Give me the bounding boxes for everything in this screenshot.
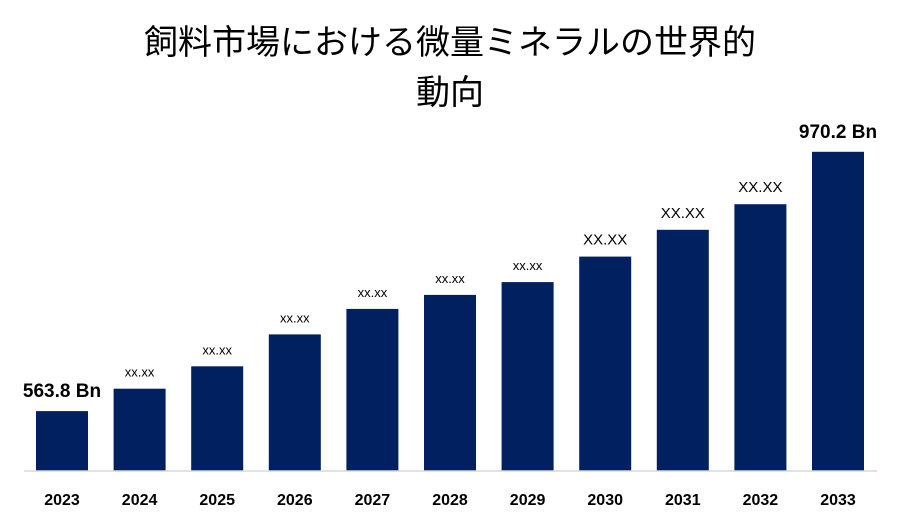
data-label-2023: 563.8 Bn xyxy=(23,381,101,402)
bar-2033 xyxy=(812,151,864,472)
bars-group xyxy=(36,151,864,472)
data-label-2029: xx.xx xyxy=(513,258,543,273)
x-tick-2025: 2025 xyxy=(199,492,235,509)
bar-2032 xyxy=(734,204,787,471)
bar-2026 xyxy=(268,334,321,471)
data-labels-group: 563.8 Bn xx.xx xx.xx xx.xx xx.xx xx.xx xx.xx XX… xyxy=(23,122,877,402)
x-tick-2028: 2028 xyxy=(432,492,468,509)
x-tick-2032: 2032 xyxy=(743,492,779,509)
bar-2025 xyxy=(191,366,244,471)
bar-2023 xyxy=(36,411,88,471)
x-tick-2024: 2024 xyxy=(122,492,158,509)
data-label-2024: xx.xx xyxy=(125,365,155,380)
x-tick-2026: 2026 xyxy=(277,492,313,509)
bar-2027 xyxy=(346,308,399,471)
x-tick-2030: 2030 xyxy=(587,492,623,509)
data-label-2028: xx.xx xyxy=(435,271,465,286)
chart-title: 飼料市場における微量ミネラルの世界的 動向 xyxy=(0,18,900,118)
bar-2024 xyxy=(113,388,166,471)
data-label-2030: XX.XX xyxy=(583,232,627,249)
x-tick-2027: 2027 xyxy=(355,492,391,509)
x-tick-2029: 2029 xyxy=(510,492,546,509)
x-tick-labels-group: 2023 2024 2025 2026 2027 2028 2029 2030 2031 2032… xyxy=(44,492,856,509)
data-label-2025: xx.xx xyxy=(202,342,232,357)
x-tick-2033: 2033 xyxy=(820,492,856,509)
bar-2030 xyxy=(579,256,632,471)
chart-title-line-2: 動向 xyxy=(416,73,484,113)
data-label-2031: XX.XX xyxy=(661,205,705,222)
data-label-2027: xx.xx xyxy=(358,285,388,300)
data-label-2026: xx.xx xyxy=(280,310,310,325)
chart-title-line-1: 飼料市場における微量ミネラルの世界的 xyxy=(144,23,756,63)
bar-2028 xyxy=(424,294,476,471)
bar-2029 xyxy=(501,282,554,471)
data-label-2032: XX.XX xyxy=(738,179,782,196)
x-tick-2031: 2031 xyxy=(665,492,701,509)
x-tick-2023: 2023 xyxy=(44,492,80,509)
data-label-2033: 970.2 Bn xyxy=(799,122,877,143)
bar-2031 xyxy=(656,229,709,471)
